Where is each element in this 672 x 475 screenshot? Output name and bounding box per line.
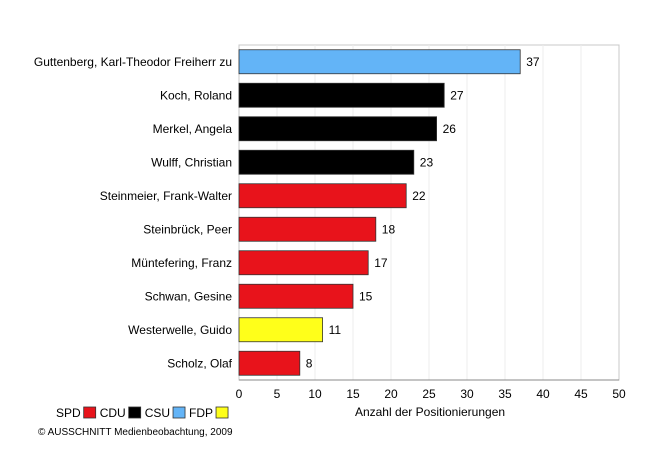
- copyright-note: © AUSSCHNITT Medienbeobachtung, 2009: [38, 427, 233, 438]
- data-label: 26: [443, 122, 457, 136]
- data-label: 11: [329, 323, 342, 337]
- legend-swatch: [215, 406, 229, 419]
- data-label: 22: [412, 189, 426, 203]
- bar: [238, 283, 354, 309]
- bar: [238, 350, 301, 376]
- x-tick-label: 10: [308, 387, 322, 401]
- x-tick-label: 15: [346, 387, 360, 401]
- category-label: Scholz, Olaf: [167, 356, 232, 370]
- bar: [238, 183, 407, 209]
- data-label: 23: [420, 155, 434, 169]
- category-label: Steinbrück, Peer: [143, 222, 232, 236]
- category-label: Merkel, Angela: [153, 122, 233, 136]
- bar: [238, 250, 369, 276]
- category-label: Wulff, Christian: [151, 155, 232, 169]
- legend-swatch: [83, 406, 97, 419]
- data-label: 8: [306, 356, 313, 370]
- legend-swatch: [128, 406, 142, 419]
- x-tick-label: 40: [536, 387, 550, 401]
- category-label: Steinmeier, Frank-Walter: [100, 189, 232, 203]
- data-label: 15: [359, 289, 373, 303]
- bar: [238, 116, 438, 142]
- x-tick-label: 45: [574, 387, 588, 401]
- x-tick-label: 30: [460, 387, 474, 401]
- data-label: 37: [526, 55, 540, 69]
- category-label: Guttenberg, Karl-Theodor Freiherr zu: [34, 55, 232, 69]
- legend-label: CDU: [100, 406, 126, 420]
- data-label: 27: [450, 88, 464, 102]
- bar: [238, 149, 415, 175]
- legend-label: FDP: [189, 406, 213, 420]
- x-tick-label: 5: [274, 387, 281, 401]
- data-label: 18: [382, 222, 396, 236]
- legend-label: CSU: [145, 406, 170, 420]
- bar: [238, 82, 445, 108]
- category-label: Schwan, Gesine: [145, 289, 233, 303]
- x-tick-label: 0: [236, 387, 243, 401]
- category-label: Koch, Roland: [160, 88, 232, 102]
- x-tick-label: 35: [498, 387, 512, 401]
- data-label: 17: [374, 256, 388, 270]
- x-tick-label: 20: [384, 387, 398, 401]
- x-tick-label: 50: [612, 387, 626, 401]
- x-tick-label: 25: [422, 387, 436, 401]
- bar: [238, 216, 377, 242]
- legend-swatch: [172, 406, 186, 419]
- bar: [238, 317, 323, 343]
- category-label: Müntefering, Franz: [131, 256, 232, 270]
- x-axis-title: Anzahl der Positionierungen: [355, 405, 505, 419]
- category-label: Westerwelle, Guido: [128, 323, 232, 337]
- legend-label: SPD: [56, 406, 81, 420]
- bar: [238, 49, 521, 75]
